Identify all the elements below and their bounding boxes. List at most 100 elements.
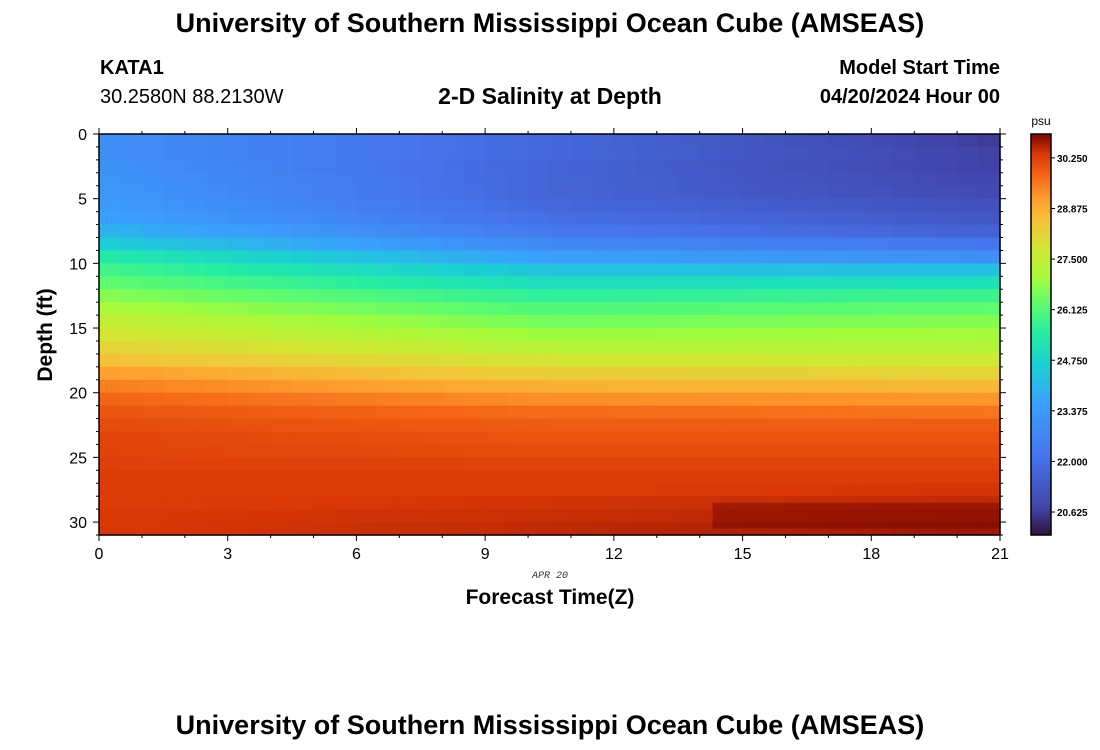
heatmap-cell: [120, 405, 143, 420]
heatmap-cell: [420, 340, 443, 355]
heatmap-cell: [227, 340, 250, 355]
heatmap-cell: [742, 172, 765, 187]
heatmap-cell: [506, 146, 529, 161]
heatmap-cell: [957, 146, 980, 161]
heatmap-cell: [334, 405, 358, 420]
heatmap-cell: [249, 366, 272, 381]
heatmap-cell: [613, 483, 636, 497]
heatmap-cell: [871, 146, 894, 161]
heatmap-cell: [935, 134, 958, 148]
heatmap-cell: [785, 172, 808, 187]
heatmap-cell: [785, 366, 808, 381]
heatmap-cell: [292, 250, 315, 264]
heatmap-cell: [914, 224, 937, 239]
heatmap-cell: [764, 444, 787, 458]
heatmap-cell: [957, 379, 980, 394]
heatmap-cell: [399, 328, 422, 342]
heatmap-cell: [871, 418, 894, 433]
heatmap-cell: [249, 146, 272, 161]
heatmap-cell: [334, 379, 358, 394]
heatmap-cell: [892, 198, 915, 213]
heatmap-cell: [206, 211, 229, 226]
heatmap-cell: [828, 198, 851, 213]
heatmap-cell: [141, 509, 164, 523]
heatmap-cell: [742, 366, 765, 381]
heatmap-cell: [957, 237, 980, 252]
heatmap-cell: [249, 237, 272, 252]
heatmap-cell: [635, 146, 658, 161]
heatmap-cell: [227, 237, 250, 252]
heatmap-cell: [399, 509, 422, 523]
heatmap-cell: [463, 328, 486, 342]
heatmap-cell: [699, 198, 722, 213]
heatmap-cell: [120, 431, 143, 446]
heatmap-cell: [613, 276, 636, 290]
heatmap-cell: [249, 315, 272, 329]
heatmap-cell: [356, 431, 379, 446]
heatmap-cell: [849, 392, 872, 407]
heatmap-cell: [485, 418, 508, 433]
heatmap-cell: [249, 431, 272, 446]
heatmap-cell: [292, 470, 315, 484]
heatmap-cell: [935, 522, 958, 536]
heatmap-cell: [656, 276, 679, 290]
heatmap-cell: [549, 134, 572, 148]
heatmap-cell: [635, 134, 658, 148]
heatmap-cell: [570, 405, 593, 420]
heatmap-cell: [656, 328, 679, 342]
heatmap-cell: [742, 444, 765, 458]
heatmap-cell: [635, 185, 658, 200]
heatmap-cell: [656, 444, 679, 458]
heatmap-cell: [570, 418, 593, 433]
heatmap-cell: [506, 483, 529, 497]
heatmap-cell: [163, 146, 186, 161]
heatmap-cell: [334, 366, 358, 381]
heatmap-cell: [206, 159, 229, 174]
heatmap-cell: [742, 146, 765, 161]
heatmap-cell: [764, 496, 787, 510]
heatmap-cell: [806, 185, 829, 200]
heatmap-cell: [356, 353, 379, 368]
heatmap-cell: [892, 159, 915, 174]
heatmap-cell: [742, 276, 765, 290]
heatmap-cell: [892, 302, 915, 316]
heatmap-cell: [249, 211, 272, 226]
heatmap-cell: [399, 379, 422, 394]
heatmap-cell: [120, 470, 143, 484]
heatmap-cell: [313, 250, 336, 264]
heatmap-cell: [206, 353, 229, 368]
heatmap-cell: [313, 172, 336, 187]
heatmap-cell: [227, 444, 250, 458]
heatmap-cell: [721, 185, 744, 200]
heatmap-cell: [892, 172, 915, 187]
heatmap-cell: [399, 276, 422, 290]
heatmap-cell: [528, 470, 551, 484]
heatmap-cell: [356, 509, 379, 523]
heatmap-cell: [184, 470, 207, 484]
heatmap-cell: [420, 444, 443, 458]
heatmap-cell: [656, 366, 679, 381]
heatmap-cell: [249, 289, 272, 303]
heatmap-cell: [613, 418, 636, 433]
heatmap-cell: [764, 159, 787, 174]
heatmap-cell: [141, 159, 164, 174]
heatmap-cell: [892, 392, 915, 407]
heatmap-cell: [849, 289, 872, 303]
heatmap-cell: [270, 483, 293, 497]
plot-frame: [98, 133, 1001, 536]
heatmap-cell: [828, 509, 851, 523]
heatmap-cell: [120, 224, 143, 239]
heatmap-cell: [871, 496, 894, 510]
heatmap-cell: [892, 496, 915, 510]
heatmap-cell: [356, 263, 379, 277]
annotation-layer: [712, 502, 1000, 529]
heatmap-cell: [742, 237, 765, 252]
heatmap-cell: [678, 328, 701, 342]
heatmap-cell: [270, 237, 293, 252]
heatmap-cell: [334, 263, 358, 277]
colorbar-tick-label: 30.250: [1057, 154, 1088, 165]
heatmap-cell: [420, 353, 443, 368]
heatmap-cell: [528, 289, 551, 303]
heatmap-cell: [206, 340, 229, 355]
heatmap-cell: [699, 353, 722, 368]
